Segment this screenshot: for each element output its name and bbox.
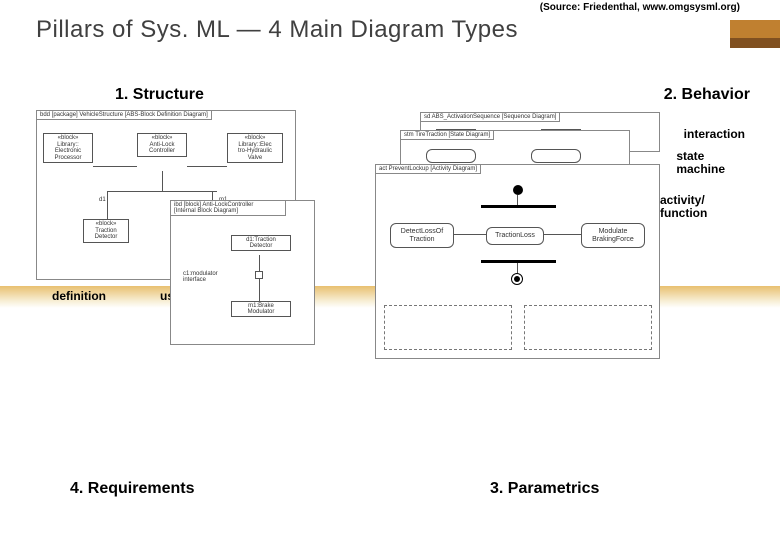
block-alc: «block» Anti-Lock Controller bbox=[137, 133, 187, 157]
swimlane-2 bbox=[524, 305, 652, 350]
block-valve: «block» Library::Elec tro-Hydraulic Valv… bbox=[227, 133, 283, 163]
object-tractionloss: TractionLoss bbox=[486, 227, 544, 245]
pillar-4-heading: 4. Requirements bbox=[70, 480, 194, 498]
edge-d1: d1 bbox=[99, 197, 106, 203]
act-diagram: act PreventLockup [Activity Diagram] Det… bbox=[375, 164, 660, 359]
ibd-td: d1:Traction Detector bbox=[231, 235, 291, 251]
ibd-port: c1:modulator interface bbox=[183, 271, 218, 283]
annot-definition: definition bbox=[52, 290, 106, 303]
bdd-frame-label: bdd [package] VehicleStructure [ABS-Bloc… bbox=[37, 111, 212, 120]
block-td: «block» Traction Detector bbox=[83, 219, 129, 243]
pillar-1-heading: 1. Structure bbox=[115, 86, 204, 104]
pillar-2-heading: 2. Behavior bbox=[664, 86, 750, 104]
action-modulate: Modulate BrakingForce bbox=[581, 223, 645, 248]
annot-state: state machine bbox=[676, 150, 725, 176]
act-frame-label: act PreventLockup [Activity Diagram] bbox=[376, 165, 481, 174]
annot-activity: activity/ function bbox=[660, 194, 730, 220]
ibd-frame-label: ibd [block] Anti-LockController [Interna… bbox=[171, 201, 286, 216]
action-detect: DetectLossOf Traction bbox=[390, 223, 454, 248]
ibd-bm: m1:Brake Modulator bbox=[231, 301, 291, 317]
stm-frame-label: stm TireTraction [State Diagram] bbox=[401, 131, 494, 140]
sd-frame-label: sd ABS_ActivationSequence [Sequence Diag… bbox=[421, 113, 560, 122]
final-node bbox=[511, 273, 523, 285]
corner-accent bbox=[730, 20, 780, 48]
ibd-diagram: ibd [block] Anti-LockController [Interna… bbox=[170, 200, 315, 345]
join-bar bbox=[481, 260, 556, 263]
fork-bar bbox=[481, 205, 556, 208]
pillar-3-heading: 3. Parametrics bbox=[490, 480, 599, 498]
initial-node bbox=[513, 185, 523, 195]
swimlane-1 bbox=[384, 305, 512, 350]
annot-interaction: interaction bbox=[684, 128, 745, 141]
page-title: Pillars of Sys. ML — 4 Main Diagram Type… bbox=[36, 16, 518, 44]
source-citation: (Source: Friedenthal, www.omgsysml.org) bbox=[540, 2, 740, 13]
block-ep: «block» Library:: Electronic Processor bbox=[43, 133, 93, 163]
